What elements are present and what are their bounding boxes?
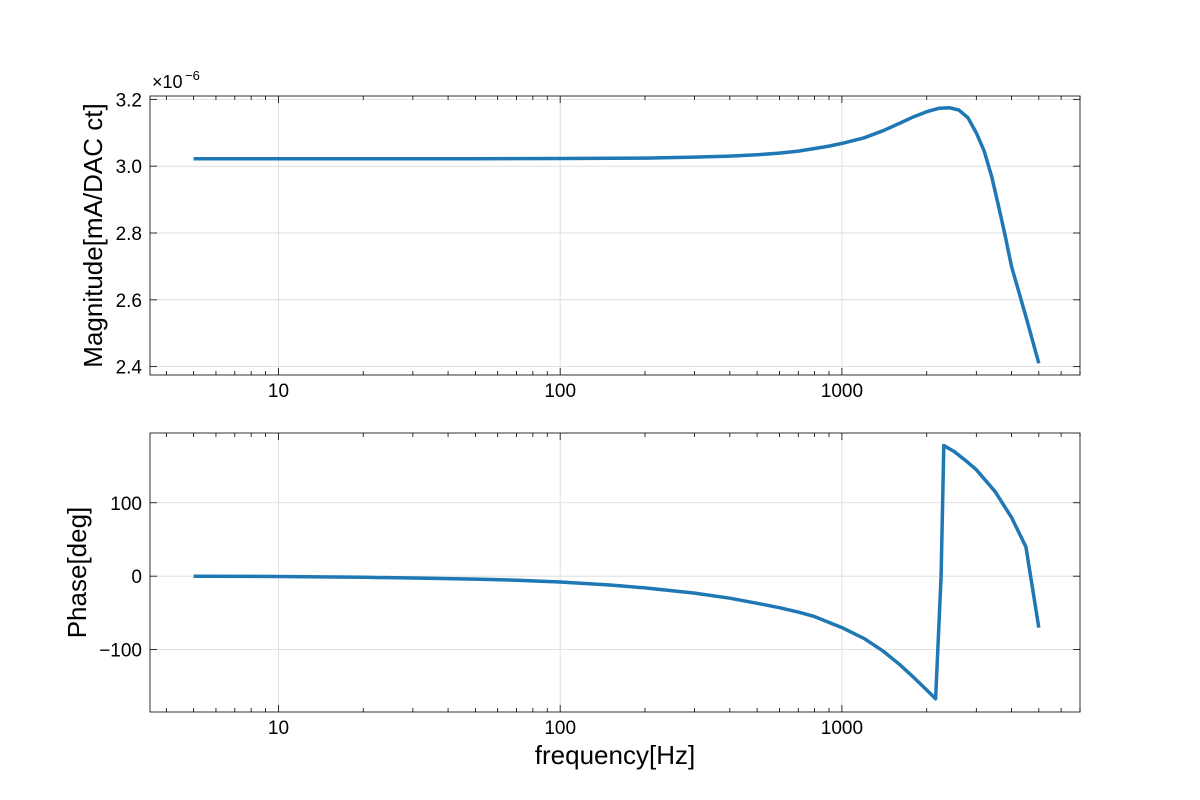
x-tick-label: 10: [268, 381, 289, 402]
y-tick-label: −100: [99, 641, 142, 662]
y-tick-label: 2.4: [116, 358, 143, 379]
y-axis-title: Phase[deg]: [62, 507, 92, 639]
y-tick-label: 2.8: [116, 224, 142, 245]
plot-frame: [149, 95, 1081, 376]
plot-frame: [149, 432, 1081, 713]
y-tick-label: 2.6: [116, 291, 142, 312]
series-line: [193, 105, 1041, 364]
y-tick-label: 3.0: [116, 157, 142, 178]
phase-panel: 10 100 1000 −100 0 100 Phase[deg] frequency[Hz]: [62, 432, 1081, 770]
magnitude-panel: 10 100 1000 2.4 2.6 2.8 3.0 3.2 Magnitude[mA/DAC…: [78, 68, 1081, 402]
y-offset-text: ×10: [152, 72, 183, 92]
y-tick-label: 100: [110, 494, 142, 515]
x-tick-label: 1000: [821, 381, 863, 402]
y-tick-label: 0: [131, 567, 142, 588]
y-offset-exponent: −6: [185, 68, 200, 83]
x-tick-label: 1000: [821, 718, 863, 739]
y-tick-label: 3.2: [116, 90, 142, 111]
x-tick-label: 100: [544, 718, 576, 739]
x-tick-label: 10: [268, 718, 289, 739]
x-tick-label: 100: [544, 381, 576, 402]
x-axis-title: frequency[Hz]: [535, 740, 695, 770]
series-line: [193, 443, 1041, 701]
y-axis-title: Magnitude[mA/DAC ct]: [78, 103, 108, 367]
